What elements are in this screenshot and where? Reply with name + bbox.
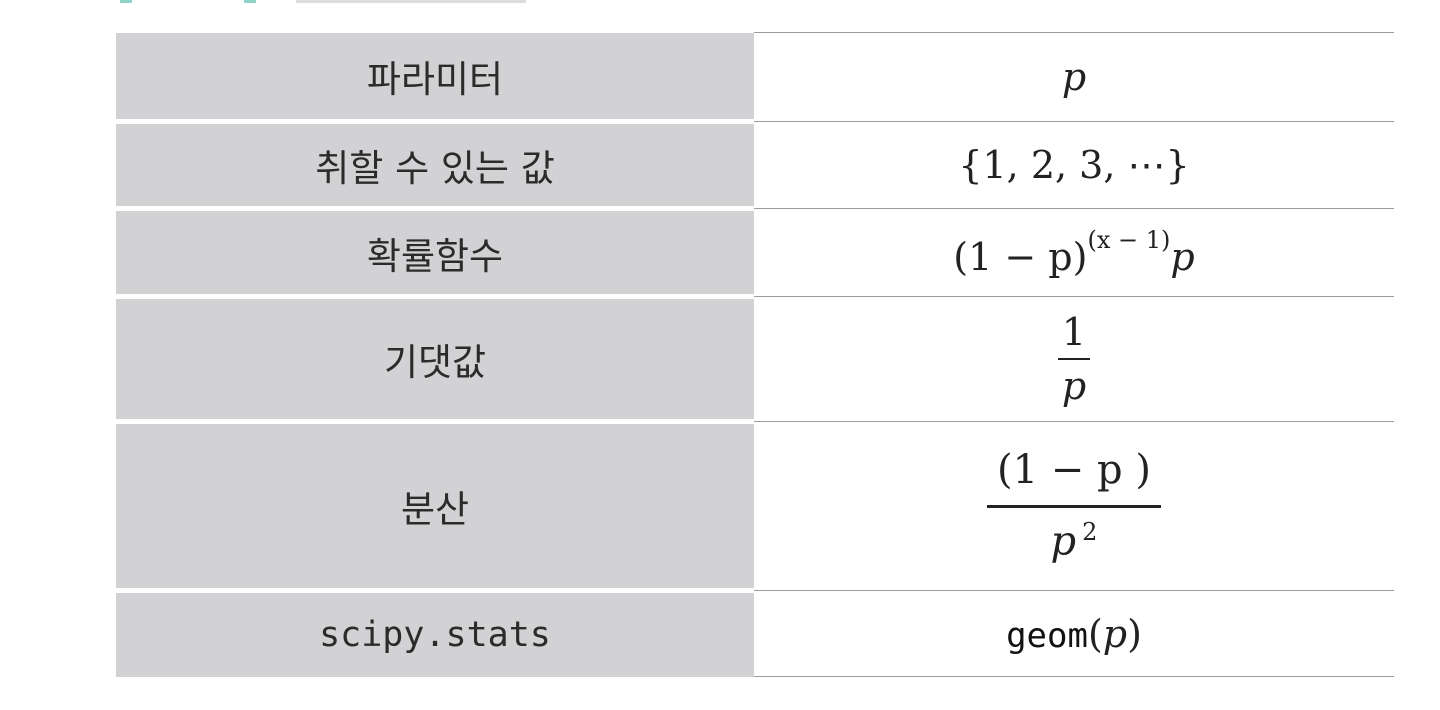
geometric-distribution-table: 파라미터 p 취할 수 있는 값 {1, 2, 3, ⋯} 확률함수 (1 − … [116,32,1394,677]
pmf-base: (1 − p) [953,235,1088,279]
open-paren: ( [1087,611,1103,656]
accent-bracket [120,0,132,3]
table-row: 취할 수 있는 값 {1, 2, 3, ⋯} [116,121,1394,211]
fraction-numerator: (1 − p ) [997,447,1151,494]
support-set: {1, 2, 3, ⋯} [958,143,1190,187]
fraction-bar [1057,358,1091,360]
function-name: geom [1006,615,1088,656]
row-label: scipy.stats [116,590,754,677]
parameter-p: p [1061,55,1087,99]
close-paren: ) [1127,611,1142,656]
row-label: 분산 [116,421,754,593]
row-value: {1, 2, 3, ⋯} [754,121,1394,209]
row-label: 확률함수 [116,208,754,299]
pmf-exponent: (x − 1) [1087,226,1171,254]
fraction-bar [987,505,1161,509]
scipy-function: geom(p) [1006,612,1142,656]
heading-fragment [116,0,536,4]
accent-bracket [244,0,256,3]
row-label: 파라미터 [116,32,754,124]
cropped-heading-text [296,0,526,3]
table-row: scipy.stats geom(p) [116,590,1394,677]
pmf-tail: p [1170,235,1195,279]
row-value: 1 p [754,296,1394,422]
table-row: 확률함수 (1 − p)(x − 1)p [116,208,1394,299]
fraction-numerator: 1 [1061,310,1087,354]
row-label: 취할 수 있는 값 [116,121,754,211]
row-value: geom(p) [754,590,1394,677]
expectation-fraction: 1 p [1057,310,1091,408]
fraction-denominator: p [1061,364,1087,408]
row-label: 기댓값 [116,296,754,424]
denominator-exponent: 2 [1082,518,1098,547]
row-value: p [754,32,1394,122]
pmf-formula: (1 − p)(x − 1)p [953,226,1195,279]
row-value: (1 − p)(x − 1)p [754,208,1394,297]
table-row: 기댓값 1 p [116,296,1394,424]
table-row: 파라미터 p [116,32,1394,124]
denominator-base: p [1050,518,1077,565]
function-argument: p [1102,611,1128,656]
